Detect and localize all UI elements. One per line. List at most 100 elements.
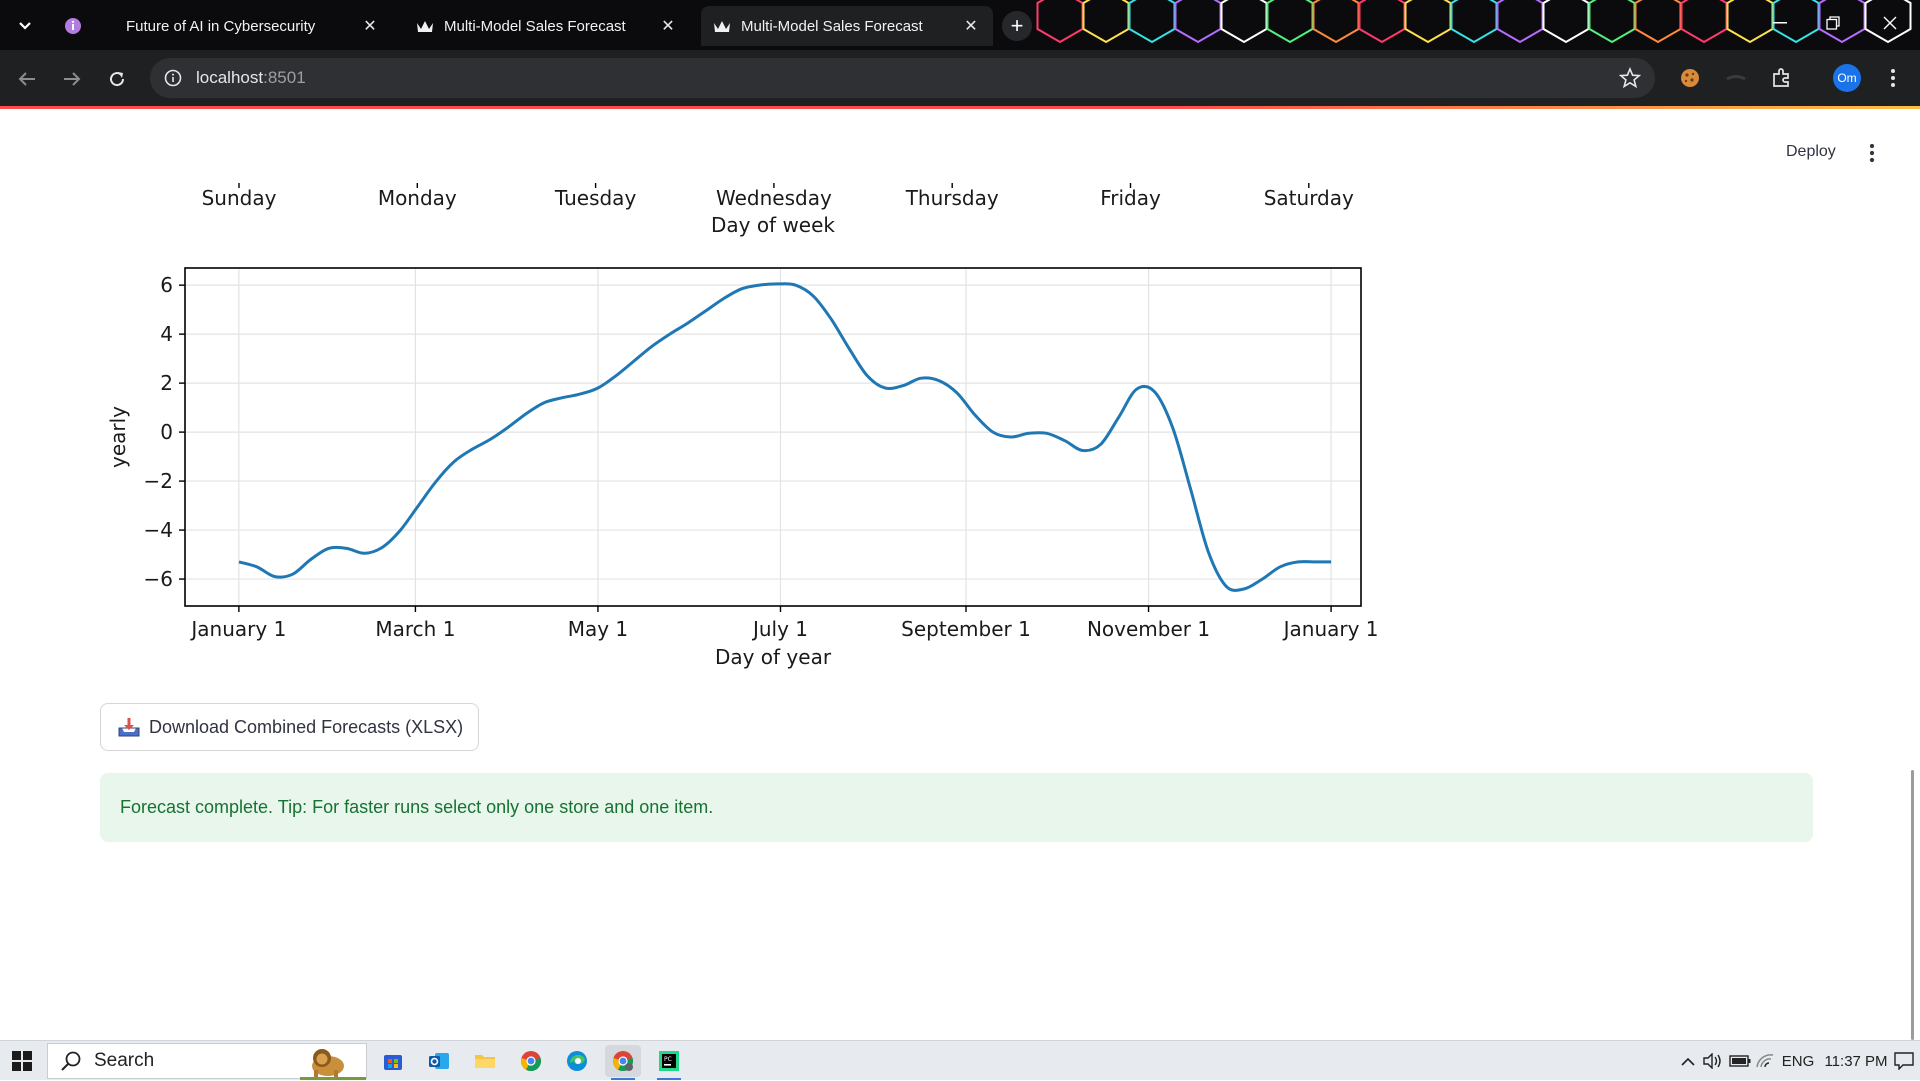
restore-button[interactable] [1813, 8, 1853, 38]
streamlit-decoration-bar [0, 106, 1920, 109]
y-tick-label: −2 [144, 469, 173, 493]
yearly-y-axis: −6 −4 −2 0 2 4 6 [144, 273, 185, 591]
hexagon-decoration [1404, 0, 1452, 44]
yearly-x-axis: January 1 March 1 May 1 July 1 September 1 No… [189, 606, 1379, 641]
taskbar-app-file-explorer[interactable] [467, 1045, 503, 1077]
url-text: localhost:8501 [196, 68, 306, 88]
language-indicator[interactable]: ENG [1781, 1052, 1815, 1070]
reload-button[interactable] [102, 64, 132, 94]
close-icon[interactable]: ✕ [363, 18, 377, 35]
weekly-x-tick-label: Monday [378, 186, 457, 210]
clock[interactable]: 11:37 PM [1824, 1052, 1888, 1070]
taskbar-search[interactable]: Search [47, 1043, 367, 1080]
tab-cybersecurity[interactable]: Future of AI in Cybersecurity ✕ [52, 6, 392, 46]
taskbar-app-outlook[interactable] [421, 1045, 457, 1077]
minimize-button[interactable] [1760, 8, 1800, 38]
yearly-gridlines [185, 268, 1361, 606]
hexagon-decoration [1220, 0, 1268, 44]
chrome-icon [521, 1051, 541, 1072]
hexagon-decoration [1634, 0, 1682, 44]
profile-avatar[interactable]: Om [1833, 64, 1861, 92]
hexagon-decoration [1266, 0, 1314, 44]
start-button[interactable] [0, 1041, 44, 1081]
site-info-icon[interactable] [162, 67, 184, 89]
weekly-x-tick-label: Tuesday [554, 186, 637, 210]
close-window-button[interactable] [1870, 8, 1910, 38]
taskbar-app-edge[interactable] [559, 1045, 595, 1077]
y-tick-label: 4 [160, 322, 173, 346]
tab-title: Multi-Model Sales Forecast [741, 17, 923, 35]
chevron-down-icon [19, 22, 31, 30]
url-port: :8501 [263, 68, 306, 87]
inbox-tray-icon [118, 718, 140, 737]
taskbar-app-chrome-active[interactable] [605, 1045, 641, 1080]
taskbar-app-chrome[interactable] [513, 1045, 549, 1077]
hexagon-decoration [1496, 0, 1544, 44]
outlook-icon [429, 1053, 449, 1069]
bookmark-star-icon[interactable] [1618, 66, 1642, 94]
x-tick-label: September 1 [901, 617, 1031, 641]
y-tick-label: −6 [144, 567, 173, 591]
extensions-puzzle-icon[interactable] [1768, 64, 1796, 92]
app-main-menu-button[interactable] [1862, 143, 1882, 163]
download-xlsx-button[interactable]: Download Combined Forecasts (XLSX) [100, 703, 479, 751]
hexagon-decoration [1864, 0, 1912, 44]
extension-icon[interactable] [1722, 64, 1750, 92]
weekly-x-tick-label: Thursday [905, 186, 999, 210]
weekly-x-axis: Sunday Monday Tuesday Wednesday Thursday Frid… [202, 183, 1354, 210]
back-button[interactable] [12, 64, 42, 94]
svg-text:PC: PC [664, 1056, 672, 1063]
weekly-x-axis-label: Day of week [711, 213, 835, 237]
folder-icon [475, 1055, 495, 1068]
x-tick-label: January 1 [189, 617, 286, 641]
lion-search-highlight-icon [300, 1049, 366, 1080]
browser-toolbar: localhost:8501 Om [0, 50, 1920, 106]
hexagon-decoration [1358, 0, 1406, 44]
hexagon-decoration [1450, 0, 1498, 44]
show-hidden-icons-chevron-up-icon[interactable] [1678, 1041, 1698, 1081]
minimize-icon [1773, 22, 1787, 24]
volume-icon[interactable] [1702, 1041, 1724, 1081]
search-placeholder: Search [94, 1050, 155, 1071]
pycharm-icon: PC [659, 1051, 679, 1071]
download-button-label: Download Combined Forecasts (XLSX) [149, 716, 464, 737]
weekly-x-tick-label: Friday [1100, 186, 1161, 210]
cookie-extension-icon[interactable] [1676, 64, 1704, 92]
reload-icon [110, 72, 125, 87]
y-tick-label: 6 [160, 273, 173, 297]
wifi-icon[interactable] [1754, 1041, 1776, 1081]
taskbar-app-pycharm[interactable]: PC [651, 1045, 687, 1080]
hexagon-decoration [1542, 0, 1590, 44]
chrome-profile-icon [613, 1051, 633, 1072]
hexagon-decoration [1312, 0, 1360, 44]
close-icon[interactable]: ✕ [964, 18, 978, 35]
deploy-button[interactable]: Deploy [1786, 143, 1836, 160]
page-scrollbar[interactable] [1911, 770, 1914, 1040]
tab-sales-forecast-2[interactable]: Multi-Model Sales Forecast ✕ [701, 6, 993, 46]
taskbar-app-store[interactable] [375, 1045, 411, 1077]
yearly-x-axis-label: Day of year [715, 645, 832, 669]
forward-button[interactable] [57, 64, 87, 94]
hexagon-decoration [1082, 0, 1130, 44]
success-alert: Forecast complete. Tip: For faster runs … [100, 773, 1813, 842]
new-tab-button[interactable]: + [1002, 11, 1032, 41]
close-icon[interactable]: ✕ [661, 18, 675, 35]
forecast-components-chart: Sunday Monday Tuesday Wednesday Thursday Frid… [106, 183, 1379, 669]
url-host: localhost [196, 68, 264, 87]
tab-sales-forecast-1[interactable]: Multi-Model Sales Forecast ✕ [404, 6, 690, 46]
yearly-plot-frame [184, 267, 1362, 607]
browser-menu-button[interactable] [1879, 64, 1907, 92]
hexagon-decoration [1680, 0, 1728, 44]
weekly-x-tick-label: Sunday [202, 186, 277, 210]
tab-search-button[interactable] [12, 13, 38, 39]
close-icon [1883, 16, 1897, 30]
yearly-y-axis-label: yearly [106, 406, 130, 468]
notifications-icon[interactable] [1890, 1041, 1918, 1081]
streamlit-crown-icon [416, 17, 434, 35]
kebab-menu-icon [1891, 69, 1895, 87]
battery-icon[interactable] [1728, 1041, 1752, 1081]
address-bar[interactable]: localhost:8501 [150, 58, 1655, 98]
info-bubble-icon [64, 17, 82, 35]
hexagon-decoration [1036, 0, 1084, 44]
kebab-menu-icon [1869, 143, 1875, 163]
